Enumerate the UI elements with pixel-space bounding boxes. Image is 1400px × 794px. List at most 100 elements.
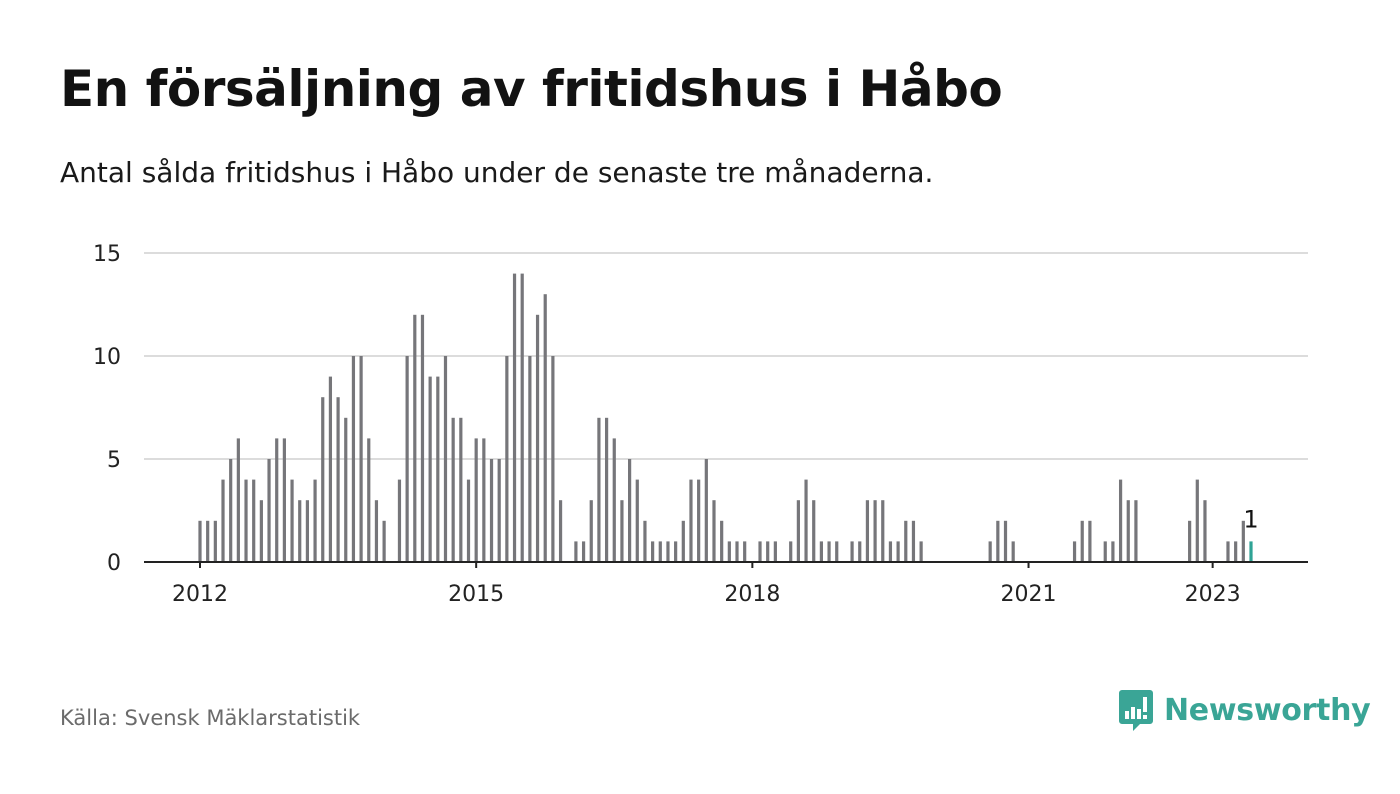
bar bbox=[651, 541, 655, 562]
bar bbox=[835, 541, 839, 562]
bar bbox=[267, 459, 271, 562]
bar bbox=[812, 500, 816, 562]
bar bbox=[827, 541, 831, 562]
bar bbox=[681, 520, 685, 562]
bar bbox=[367, 438, 371, 562]
y-tick-label: 15 bbox=[93, 242, 121, 267]
chart-title: En försäljning av fritidshus i Håbo bbox=[60, 60, 1003, 118]
bar bbox=[1234, 541, 1238, 562]
bar bbox=[996, 520, 1000, 562]
bar bbox=[620, 500, 624, 562]
bar bbox=[697, 479, 701, 562]
chart-subtitle: Antal sålda fritidshus i Håbo under de s… bbox=[60, 156, 934, 189]
bar bbox=[244, 479, 248, 562]
bar bbox=[1003, 520, 1008, 562]
bar bbox=[911, 520, 916, 562]
bar bbox=[704, 459, 708, 562]
bar bbox=[819, 541, 823, 562]
bar bbox=[689, 479, 693, 562]
bar bbox=[221, 479, 225, 562]
bar bbox=[581, 541, 586, 562]
bar bbox=[489, 459, 494, 562]
bar bbox=[505, 356, 509, 562]
bar bbox=[858, 541, 862, 562]
bar bbox=[881, 500, 885, 562]
highlight-bar bbox=[1249, 541, 1253, 562]
bar bbox=[743, 541, 747, 562]
bar bbox=[252, 479, 256, 562]
bar bbox=[1126, 500, 1130, 562]
bar bbox=[888, 541, 893, 562]
bar bbox=[597, 417, 601, 562]
bar bbox=[873, 500, 877, 562]
bar bbox=[213, 520, 217, 562]
bar bbox=[789, 541, 793, 562]
bar bbox=[535, 314, 540, 562]
bar bbox=[1072, 541, 1077, 562]
bar bbox=[674, 541, 678, 562]
bar bbox=[1226, 541, 1230, 562]
bar bbox=[1241, 520, 1245, 562]
bar bbox=[459, 417, 463, 562]
bar bbox=[574, 541, 578, 562]
bar bbox=[766, 541, 770, 562]
bar bbox=[628, 459, 632, 562]
bar bbox=[1011, 541, 1015, 562]
bar bbox=[451, 417, 455, 562]
source-note: Källa: Svensk Mäklarstatistik bbox=[60, 706, 361, 730]
x-tick-label: 2012 bbox=[172, 582, 228, 607]
bar bbox=[474, 438, 478, 562]
brand-logo: Newsworthy bbox=[1118, 688, 1371, 732]
bar bbox=[543, 294, 547, 562]
bar bbox=[904, 520, 908, 562]
bar bbox=[558, 500, 563, 562]
bar bbox=[551, 356, 555, 562]
bar bbox=[988, 541, 992, 562]
bar bbox=[712, 500, 716, 562]
bar bbox=[666, 541, 670, 562]
bar bbox=[420, 314, 425, 562]
bar bbox=[758, 541, 762, 562]
bar bbox=[229, 459, 233, 562]
bar bbox=[804, 479, 808, 562]
y-tick-label: 0 bbox=[107, 551, 121, 576]
bar-chart: 0 5 10 15 2012 2015 2018 2021 2023 1 bbox=[93, 242, 1308, 607]
bar bbox=[520, 273, 524, 562]
bar bbox=[1195, 479, 1199, 562]
bar bbox=[919, 541, 923, 562]
bar bbox=[773, 541, 777, 562]
bar bbox=[482, 438, 486, 562]
bar bbox=[374, 500, 379, 562]
newsworthy-logo-icon bbox=[1119, 690, 1153, 731]
bar bbox=[321, 397, 325, 562]
bar bbox=[735, 541, 739, 562]
bar bbox=[328, 376, 333, 562]
bar bbox=[796, 500, 800, 562]
bar bbox=[720, 520, 724, 562]
bar bbox=[351, 356, 356, 562]
bar bbox=[865, 500, 870, 562]
bar bbox=[1203, 500, 1207, 562]
bar bbox=[1103, 541, 1107, 562]
bar bbox=[413, 314, 417, 562]
bar bbox=[359, 356, 363, 562]
bar bbox=[466, 479, 471, 562]
bar bbox=[344, 417, 348, 562]
bar bbox=[206, 520, 210, 562]
bar bbox=[313, 479, 317, 562]
x-tick-label: 2021 bbox=[1001, 582, 1057, 607]
highlight-value-label: 1 bbox=[1243, 505, 1258, 533]
bar bbox=[236, 438, 240, 562]
bar bbox=[428, 376, 432, 562]
bar bbox=[528, 356, 532, 562]
bar bbox=[1118, 479, 1123, 562]
bar bbox=[727, 541, 731, 562]
bar bbox=[436, 376, 440, 562]
bar bbox=[305, 500, 310, 562]
bar bbox=[275, 438, 279, 562]
bar bbox=[635, 479, 639, 562]
bar bbox=[298, 500, 302, 562]
bar bbox=[282, 438, 286, 562]
bar bbox=[198, 520, 202, 562]
bar bbox=[290, 479, 294, 562]
